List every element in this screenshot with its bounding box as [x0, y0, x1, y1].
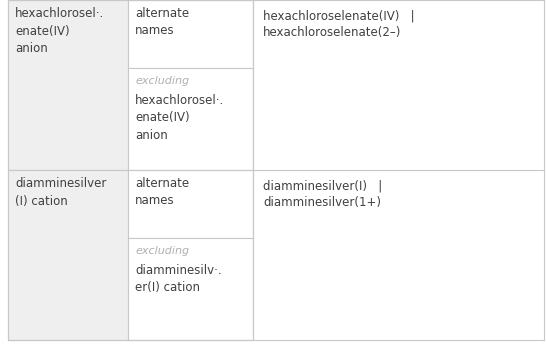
- Text: hexachloroselenate(2–): hexachloroselenate(2–): [263, 26, 401, 39]
- Text: alternate
names: alternate names: [135, 7, 189, 38]
- Bar: [8, 0, 253, 340]
- Text: hexachlorosel·.
enate(IV)
anion: hexachlorosel·. enate(IV) anion: [15, 7, 104, 55]
- Text: diamminesilver(I)   |: diamminesilver(I) |: [263, 180, 382, 193]
- Bar: [8, 0, 128, 170]
- Text: diamminesilver(1+): diamminesilver(1+): [263, 196, 381, 209]
- Bar: [253, 0, 544, 170]
- Bar: [8, 170, 128, 340]
- Bar: [128, 68, 253, 170]
- Bar: [253, 170, 544, 340]
- Text: hexachloroselenate(IV)   |: hexachloroselenate(IV) |: [263, 10, 414, 23]
- Text: diamminesilv·.
er(I) cation: diamminesilv·. er(I) cation: [135, 264, 222, 294]
- Text: hexachlorosel·.
enate(IV)
anion: hexachlorosel·. enate(IV) anion: [135, 94, 224, 142]
- Bar: [128, 238, 253, 340]
- Bar: [128, 170, 253, 238]
- Text: excluding: excluding: [135, 76, 189, 86]
- Text: diamminesilver
(I) cation: diamminesilver (I) cation: [15, 177, 106, 207]
- Text: alternate
names: alternate names: [135, 177, 189, 207]
- Text: excluding: excluding: [135, 246, 189, 256]
- Bar: [128, 0, 253, 68]
